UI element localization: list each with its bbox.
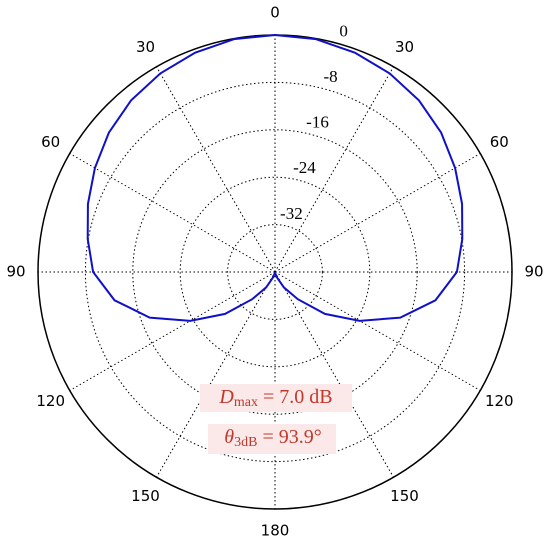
angle-tick-label: 30 xyxy=(136,38,155,56)
angle-grid-line xyxy=(274,271,394,478)
annotation-subscript: max xyxy=(234,395,258,410)
angle-tick-label: 60 xyxy=(490,133,509,151)
angle-tick-label: 90 xyxy=(524,263,543,281)
radial-grid-ring xyxy=(84,81,466,463)
radial-tick-label: -16 xyxy=(306,113,329,132)
annotation-symbol: θ xyxy=(224,426,234,448)
annotation-subscript: 3dB xyxy=(234,435,257,450)
angle-tick-label: 120 xyxy=(485,392,514,410)
angle-tick-label: 90 xyxy=(6,263,25,281)
radial-tick-label: -32 xyxy=(280,204,303,223)
angle-tick-label: 150 xyxy=(390,487,419,505)
radial-grid-ring xyxy=(227,224,323,320)
angle-tick-label: 0 xyxy=(270,4,280,22)
angle-tick-label: 150 xyxy=(131,487,160,505)
angle-tick-label: 60 xyxy=(41,133,60,151)
radial-grid-ring xyxy=(132,129,418,415)
angle-grid-line xyxy=(156,271,276,478)
angle-tick-label: 30 xyxy=(395,38,414,56)
annotation-text: = 7.0 dB xyxy=(263,386,333,408)
annotation: θ3dB = 93.9° xyxy=(224,426,321,451)
annotation-bg xyxy=(208,424,336,454)
angle-grid-line xyxy=(274,153,481,273)
annotation: Dmax = 7.0 dB xyxy=(218,386,332,411)
angle-grid-line xyxy=(69,271,276,391)
radial-tick-label: 0 xyxy=(339,22,348,41)
radial-tick-label: -24 xyxy=(293,158,316,177)
angle-grid-line xyxy=(274,271,481,391)
annotations: Dmax = 7.0 dB θ3dB = 93.9° xyxy=(200,384,352,454)
annotation-text: = 93.9° xyxy=(262,426,321,448)
angle-tick-label: 180 xyxy=(261,522,290,540)
radial-tick-label: -8 xyxy=(323,67,337,86)
annotation-bg xyxy=(200,384,352,412)
angle-grid-line xyxy=(156,66,276,273)
pattern-line xyxy=(86,33,464,322)
annotation-symbol: D xyxy=(218,386,234,408)
angle-grid-line xyxy=(69,153,276,273)
angle-tick-label: 120 xyxy=(36,392,65,410)
radial-grid-ring xyxy=(179,176,371,368)
